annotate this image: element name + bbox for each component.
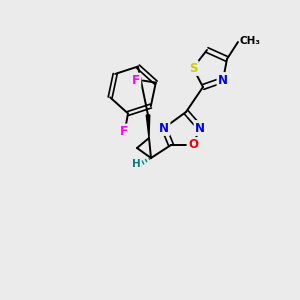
- Polygon shape: [146, 115, 150, 138]
- Text: N: N: [195, 122, 205, 134]
- Text: F: F: [120, 125, 128, 138]
- Text: S: S: [189, 61, 197, 74]
- Text: O: O: [188, 139, 198, 152]
- Text: N: N: [159, 122, 169, 134]
- Text: CH₃: CH₃: [240, 36, 261, 46]
- Text: F: F: [132, 74, 140, 87]
- Text: N: N: [218, 74, 228, 86]
- Text: H: H: [132, 159, 140, 169]
